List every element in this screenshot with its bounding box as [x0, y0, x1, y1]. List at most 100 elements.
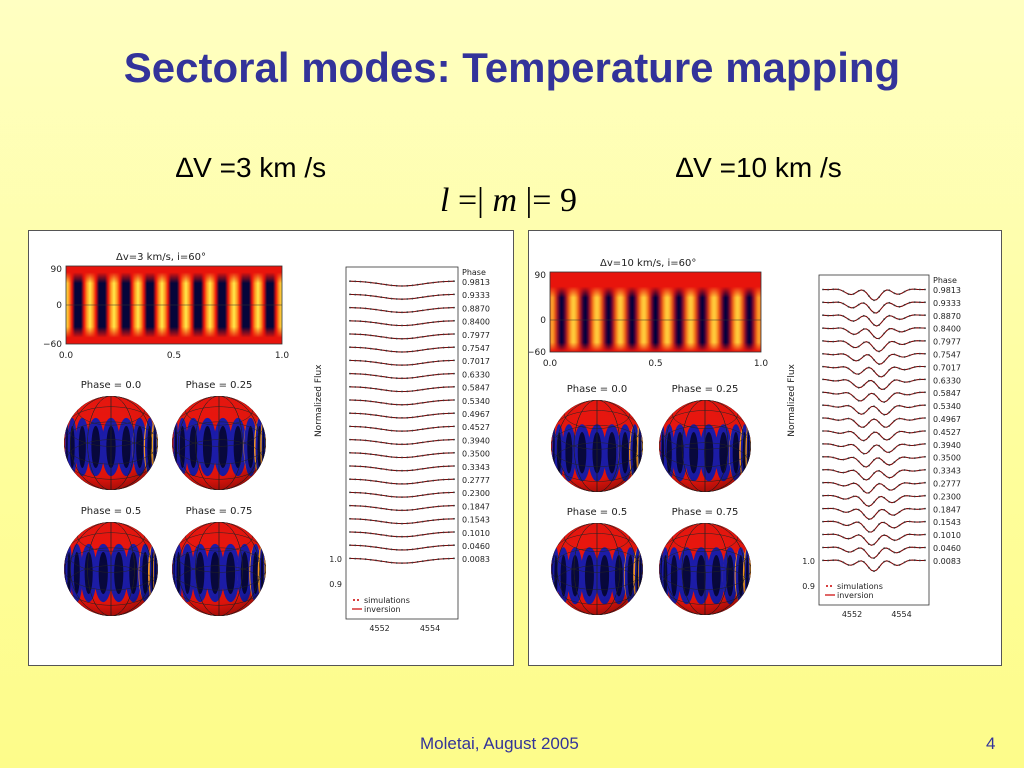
- footer-text: Moletai, August 2005: [420, 734, 579, 753]
- profile-points: [349, 491, 455, 498]
- phase-value: 0.1543: [933, 518, 961, 527]
- phase-value: 0.9813: [462, 278, 490, 287]
- profile-points: [349, 333, 455, 340]
- phase-value: 0.9333: [933, 299, 961, 308]
- legend-inversion: inversion: [837, 591, 874, 600]
- profile-points: [349, 385, 455, 393]
- profile-points: [822, 507, 926, 521]
- sphere-surface: [64, 396, 158, 490]
- profile-y-tick: 1.0: [329, 555, 342, 564]
- map-y-tick: 0: [56, 301, 62, 311]
- figure-panel-right: Δv=10 km/s, i=60° 90 0 −600.0 0.5 1.0 Phase = …: [528, 230, 1002, 666]
- profile-x-tick: 4554: [420, 624, 440, 633]
- phase-value: 0.8870: [462, 304, 490, 313]
- temperature-map-frame: [549, 271, 762, 353]
- profile-points: [822, 417, 926, 428]
- profile-points: [822, 455, 926, 468]
- profile-points: [822, 391, 926, 403]
- phase-value: 0.5340: [933, 402, 961, 411]
- phase-value: 0.5847: [933, 389, 961, 398]
- phase-value: 0.2777: [462, 476, 490, 485]
- phase-value: 0.8400: [933, 325, 961, 334]
- sphere-phase-label: Phase = 0.75: [186, 506, 253, 517]
- map-y-tick: −60: [43, 340, 62, 350]
- profile-points: [349, 478, 455, 485]
- map-y-tick: 0: [540, 316, 546, 326]
- profile-points: [822, 533, 926, 546]
- sphere-surface: [64, 522, 158, 616]
- phase-value: 0.3343: [462, 463, 490, 472]
- profile-points: [349, 359, 455, 366]
- profile-y-tick: 1.0: [802, 557, 815, 566]
- profile-points: [349, 412, 455, 419]
- phase-value: 0.7977: [933, 338, 961, 347]
- phase-value: 0.5847: [462, 384, 490, 393]
- profile-points: [349, 319, 455, 327]
- profile-points: [822, 494, 926, 508]
- profile-points: [822, 546, 926, 559]
- profile-frame: [345, 266, 459, 620]
- profile-y-tick: 0.9: [329, 580, 342, 589]
- mode-equation: l =| m |= 9: [440, 182, 577, 220]
- phase-value: 0.4527: [933, 428, 961, 437]
- profile-axis-label: Normalized Flux: [787, 363, 797, 436]
- phase-value: 0.1847: [462, 502, 490, 511]
- profile-curve: [822, 301, 926, 314]
- map-y-tick: −60: [529, 348, 546, 358]
- sphere-phase-label: Phase = 0.5: [567, 507, 628, 518]
- map-x-tick: 1.0: [275, 351, 290, 361]
- phase-value: 0.3500: [933, 454, 961, 463]
- mode-eq-part1: =|: [449, 182, 493, 219]
- phase-value: 0.4967: [933, 415, 961, 424]
- phase-value: 0.0083: [462, 555, 490, 564]
- phase-value: 0.3500: [462, 450, 490, 459]
- map-x-tick: 0.0: [543, 359, 558, 369]
- profile-points: [822, 404, 926, 416]
- phase-value: 0.7017: [933, 363, 961, 372]
- phase-value: 0.7017: [462, 357, 490, 366]
- profile-points: [349, 451, 455, 459]
- velocity-heading-right: ∆V =10 km /s: [676, 152, 842, 183]
- profile-points: [349, 425, 455, 432]
- profile-axis-label: Normalized Flux: [314, 364, 324, 437]
- map-x-tick: 0.5: [167, 351, 181, 361]
- profile-points: [822, 559, 926, 573]
- phase-value: 0.0460: [462, 542, 490, 551]
- profile-points: [822, 288, 926, 302]
- sphere-surface: [172, 522, 266, 616]
- sphere-phase-label: Phase = 0.25: [186, 380, 253, 391]
- phase-value: 0.3940: [933, 441, 961, 450]
- profile-points: [822, 430, 926, 442]
- profile-points: [822, 365, 926, 378]
- sphere-phase-label: Phase = 0.0: [81, 380, 142, 391]
- figure-left-graphic: Δv=3 km/s, i=60° 90 0 −600.0 0.5 1.0 Phase = 0…: [43, 252, 490, 633]
- phase-header: Phase: [933, 276, 957, 285]
- sphere-phase-label: Phase = 0.0: [567, 384, 628, 395]
- profile-points: [822, 481, 926, 494]
- sphere-surface: [551, 400, 643, 492]
- profile-points: [822, 520, 926, 533]
- profile-points: [822, 352, 926, 366]
- phase-value: 0.2300: [933, 492, 961, 501]
- phase-value: 0.7547: [462, 344, 490, 353]
- profile-curve: [823, 546, 926, 559]
- sphere-phase-label: Phase = 0.25: [672, 384, 739, 395]
- profile-curve: [822, 288, 926, 301]
- profile-points: [822, 301, 926, 314]
- figure-right-graphic: Δv=10 km/s, i=60° 90 0 −600.0 0.5 1.0 Phase = …: [529, 258, 961, 619]
- sphere-phase-label: Phase = 0.5: [81, 506, 142, 517]
- phase-value: 0.9333: [462, 291, 490, 300]
- phase-value: 0.0083: [933, 557, 961, 566]
- profile-points: [822, 327, 926, 340]
- phase-value: 0.3940: [462, 436, 490, 445]
- profile-points: [349, 531, 455, 538]
- legend-sim-marker: [826, 585, 828, 587]
- legend-sim-marker: [357, 599, 359, 601]
- phase-value: 0.1543: [462, 516, 490, 525]
- map-title: Δv=10 km/s, i=60°: [600, 258, 696, 269]
- profile-points: [822, 443, 926, 455]
- profile-points: [349, 465, 455, 472]
- phase-value: 0.1010: [933, 531, 961, 540]
- velocity-heading-left: ∆V =3 km /s: [176, 152, 327, 183]
- profile-points: [349, 346, 455, 353]
